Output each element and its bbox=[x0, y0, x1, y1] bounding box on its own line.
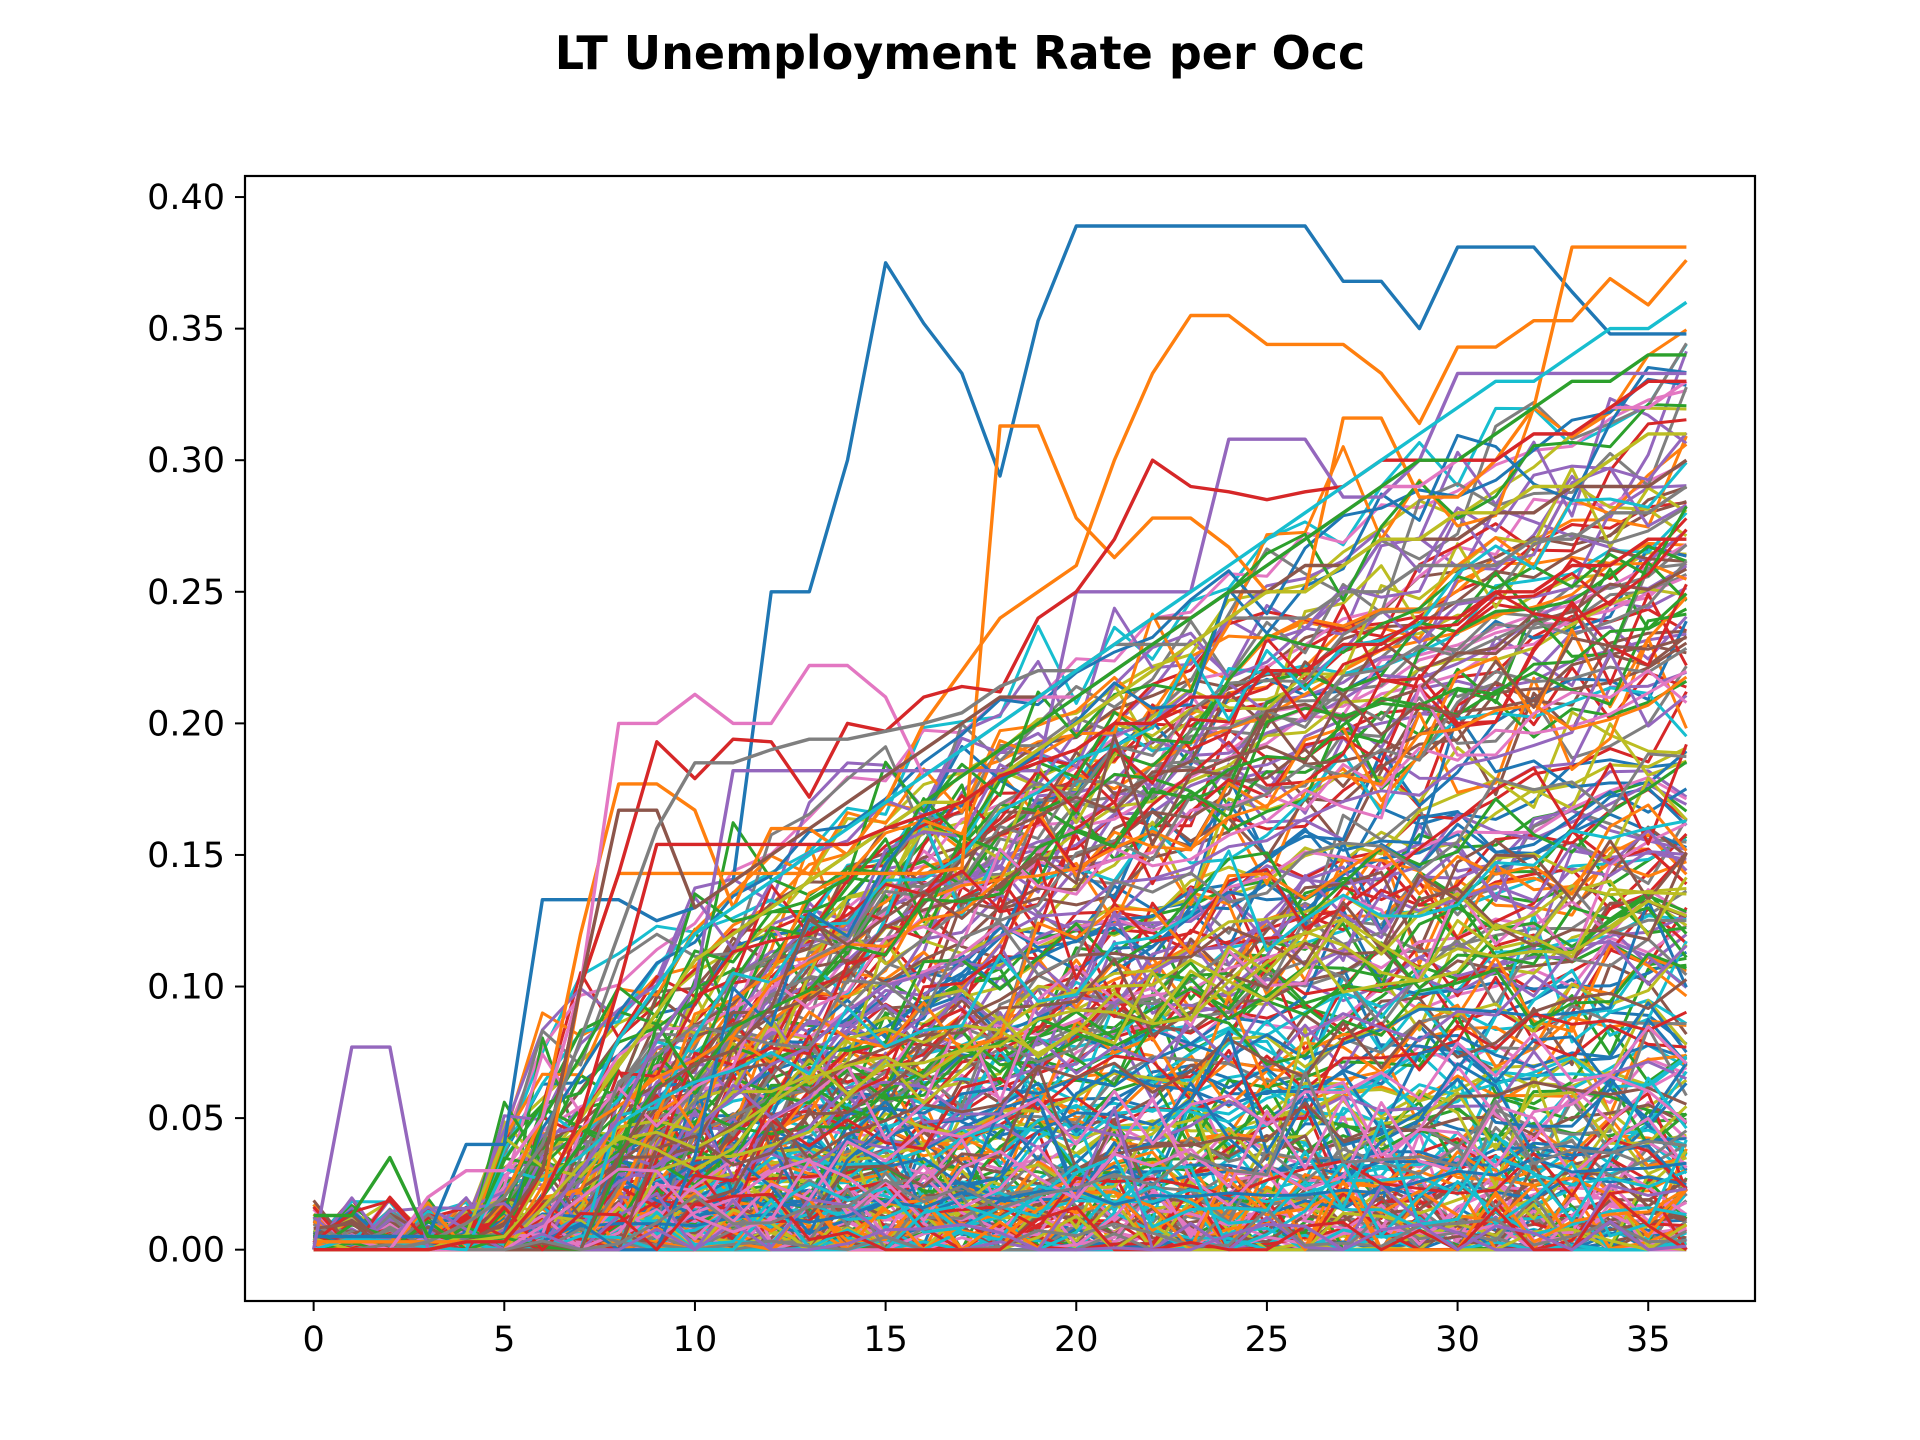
series-line-bg-219 bbox=[313, 1180, 1687, 1252]
series-line-3 bbox=[311, 371, 1687, 1252]
series-line-bg-252 bbox=[313, 592, 1688, 1252]
axes-frame bbox=[243, 174, 1757, 1303]
y-axis: 0.00 0.05 0.10 0.15 0.20 0.25 0.30 0.35 0.40 bbox=[147, 178, 245, 1271]
y-tick-label: 0.20 bbox=[147, 704, 225, 744]
series-line-bg-259 bbox=[313, 819, 1687, 1252]
series-line-7 bbox=[313, 485, 1688, 1252]
series-line-bg-203 bbox=[313, 1010, 1688, 1252]
chart-title: LT Unemployment Rate per Occ bbox=[554, 26, 1366, 80]
y-tick-label: 0.30 bbox=[147, 441, 225, 481]
series-line-bg-198 bbox=[313, 1027, 1688, 1252]
x-tick-label: 0 bbox=[302, 1320, 324, 1360]
series-line-bg-236 bbox=[313, 1025, 1688, 1252]
x-tick-label: 35 bbox=[1626, 1320, 1671, 1360]
series-lines bbox=[311, 224, 1688, 1252]
series-line-bg-248 bbox=[313, 899, 1687, 1252]
x-tick-label: 20 bbox=[1054, 1320, 1099, 1360]
series-line-bg-194 bbox=[313, 1049, 1688, 1252]
y-tick-label: 0.15 bbox=[147, 836, 225, 876]
series-line-bg-251 bbox=[313, 675, 1688, 1252]
series-line-0 bbox=[313, 224, 1687, 1239]
y-tick-label: 0.25 bbox=[147, 573, 225, 613]
x-tick-label: 10 bbox=[673, 1320, 718, 1360]
series-line-bg-254 bbox=[313, 1205, 1687, 1252]
series-line-bg-255 bbox=[313, 636, 1687, 1252]
series-line-bg-220 bbox=[313, 1030, 1688, 1252]
y-tick-label: 0.10 bbox=[147, 968, 225, 1008]
y-tick-label: 0.00 bbox=[147, 1231, 225, 1271]
series-line-11 bbox=[313, 537, 1687, 1252]
x-axis: 0 5 10 15 20 25 30 35 bbox=[302, 1301, 1671, 1360]
x-tick-label: 5 bbox=[493, 1320, 515, 1360]
series-line-bg-19 bbox=[312, 343, 1688, 1252]
series-line-bg-238 bbox=[313, 884, 1687, 1252]
x-tick-label: 15 bbox=[863, 1320, 908, 1360]
x-tick-label: 25 bbox=[1245, 1320, 1290, 1360]
y-tick-label: 0.35 bbox=[147, 310, 225, 350]
series-line-bg-257 bbox=[313, 1071, 1687, 1252]
series-line-bg-147 bbox=[312, 386, 1688, 1252]
series-line-bg-215 bbox=[313, 978, 1688, 1252]
x-tick-label: 30 bbox=[1435, 1320, 1480, 1360]
y-tick-label: 0.40 bbox=[147, 178, 225, 218]
series-line-6 bbox=[313, 458, 1688, 1252]
series-line-bg-256 bbox=[313, 1074, 1688, 1252]
y-tick-label: 0.05 bbox=[147, 1099, 225, 1139]
